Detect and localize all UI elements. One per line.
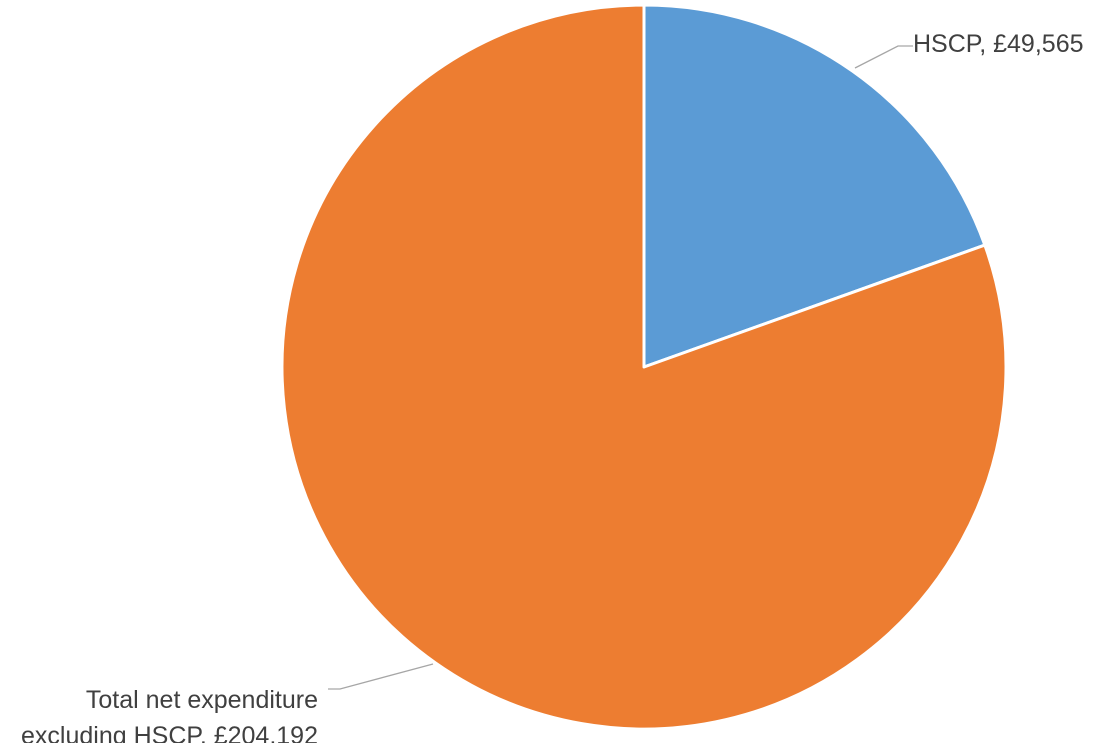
data-label-excluding-hscp: Total net expenditure excluding HSCP, £20… bbox=[21, 686, 318, 743]
pie-slice-hscp bbox=[642, 3, 987, 369]
leader-line-excluding-hscp bbox=[328, 663, 434, 690]
data-label-line: excluding HSCP, £204,192 bbox=[21, 722, 318, 743]
pie-slice-excluding-hscp bbox=[280, 3, 1008, 731]
data-label-line: HSCP, £49,565 bbox=[913, 30, 1084, 58]
leader-lines-layer bbox=[328, 45, 913, 690]
data-label-hscp: HSCP, £49,565 bbox=[913, 30, 1084, 58]
slices-layer bbox=[280, 3, 1008, 731]
data-label-line: Total net expenditure bbox=[86, 686, 318, 714]
leader-line-hscp bbox=[854, 45, 913, 69]
